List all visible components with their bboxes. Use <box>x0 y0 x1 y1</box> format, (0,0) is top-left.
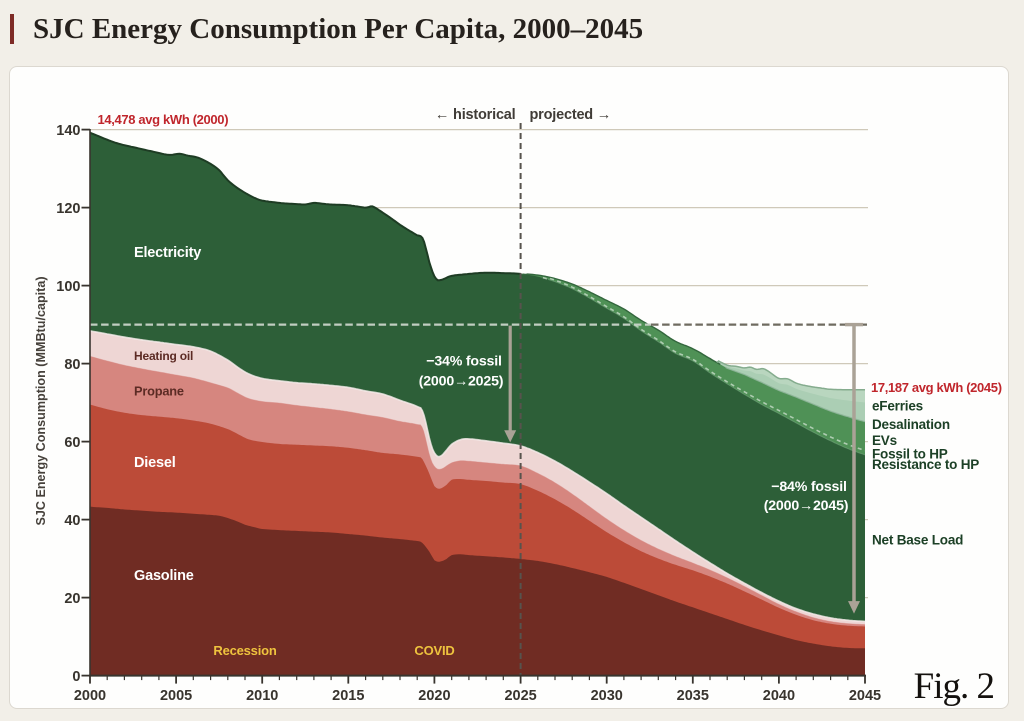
svg-text:(2000→2045): (2000→2045) <box>764 498 849 514</box>
svg-text:100: 100 <box>56 279 80 295</box>
svg-text:Recession: Recession <box>213 643 276 658</box>
svg-text:projected →: projected → <box>530 107 612 123</box>
svg-text:0: 0 <box>72 669 80 685</box>
svg-text:Gasoline: Gasoline <box>134 568 194 584</box>
svg-text:17,187 avg kWh (2045): 17,187 avg kWh (2045) <box>871 380 1002 395</box>
svg-text:40: 40 <box>64 513 80 529</box>
svg-text:14,478 avg kWh (2000): 14,478 avg kWh (2000) <box>98 112 229 127</box>
svg-text:2045: 2045 <box>849 688 881 704</box>
svg-text:2015: 2015 <box>332 688 364 704</box>
svg-text:eFerries: eFerries <box>872 399 923 414</box>
svg-text:2005: 2005 <box>160 688 192 704</box>
svg-text:−34% fossil: −34% fossil <box>426 354 501 370</box>
svg-text:−84% fossil: −84% fossil <box>771 479 846 495</box>
svg-text:2020: 2020 <box>418 688 450 704</box>
svg-text:(2000→2025): (2000→2025) <box>419 374 504 390</box>
svg-text:2000: 2000 <box>74 688 106 704</box>
svg-text:2035: 2035 <box>677 688 709 704</box>
svg-text:Resistance to HP: Resistance to HP <box>872 457 979 472</box>
svg-text:Propane: Propane <box>134 384 184 399</box>
svg-text:2030: 2030 <box>591 688 623 704</box>
svg-text:60: 60 <box>64 435 80 451</box>
svg-text:Electricity: Electricity <box>134 245 201 261</box>
svg-text:Fossil to HP: Fossil to HP <box>872 447 948 462</box>
svg-text:Desalination: Desalination <box>872 417 950 432</box>
svg-text:80: 80 <box>64 357 80 373</box>
svg-text:EVs: EVs <box>872 433 897 448</box>
svg-text:120: 120 <box>56 201 80 217</box>
svg-text:2040: 2040 <box>763 688 795 704</box>
svg-text:SJC Energy Consumption (MMBtu/: SJC Energy Consumption (MMBtu/capita) <box>34 276 48 525</box>
svg-text:Net Base Load: Net Base Load <box>872 533 963 548</box>
svg-text:2010: 2010 <box>246 688 278 704</box>
svg-text:COVID: COVID <box>414 643 454 658</box>
svg-text:140: 140 <box>56 123 80 139</box>
svg-text:2025: 2025 <box>504 688 536 704</box>
svg-text:20: 20 <box>64 591 80 607</box>
svg-text:Diesel: Diesel <box>134 455 176 471</box>
svg-text:← historical: ← historical <box>435 107 516 123</box>
svg-text:Heating oil: Heating oil <box>134 349 193 363</box>
